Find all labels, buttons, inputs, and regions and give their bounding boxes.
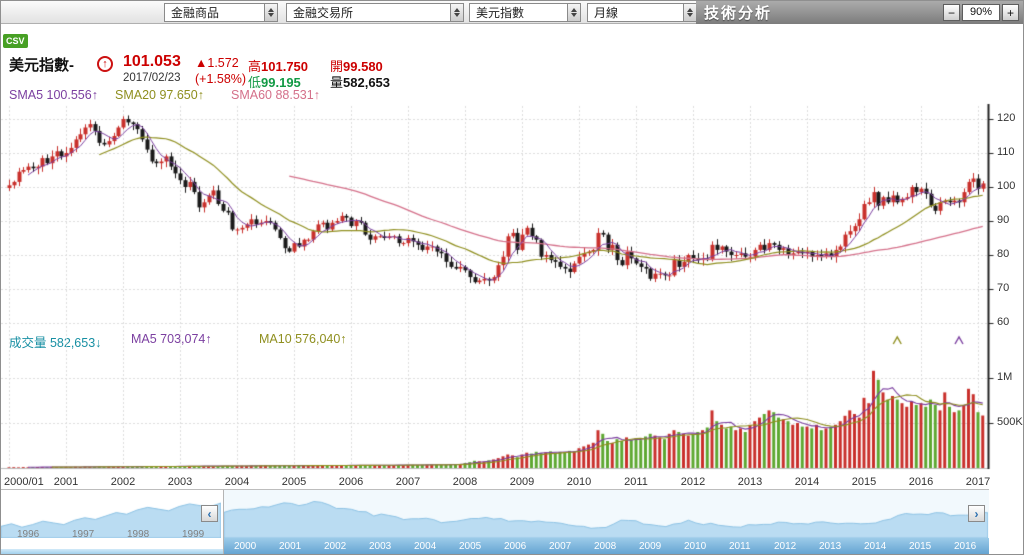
scroll-right-button[interactable]: › [968, 505, 985, 522]
nav-year-label: 2011 [729, 541, 751, 552]
x-axis-label: 2001 [53, 476, 79, 488]
nav-year-label: 2005 [459, 541, 482, 552]
nav-year-label: 1999 [182, 529, 205, 540]
x-axis-label: 2004 [224, 476, 250, 488]
x-axis-label: 2014 [794, 476, 820, 488]
price-axis-tick: 60 [997, 316, 1010, 328]
nav-year-label: 2000 [234, 541, 257, 552]
nav-year-label: 2015 [909, 541, 932, 552]
instrument-name: 美元指數- [9, 57, 74, 74]
zoom-out-button[interactable]: − [942, 4, 960, 21]
spinner-icon[interactable] [683, 4, 696, 21]
low-value: 99.195 [261, 75, 301, 90]
volume-label: 量 [330, 75, 344, 90]
volume-quote: 量582,653 [330, 72, 390, 91]
page-title: 技術分析 [704, 5, 773, 22]
nav-year-label: 2006 [504, 541, 527, 552]
volume-value: 582,653 [343, 75, 391, 90]
select-instrument-label: 美元指數 [476, 6, 525, 20]
select-instrument[interactable]: 美元指數 [469, 3, 581, 22]
nav-year-label: 2004 [414, 541, 437, 552]
quote-date: 2017/02/23 [123, 72, 181, 84]
csv-export-button[interactable]: CSV [3, 34, 28, 48]
price-volume-chart[interactable] [1, 96, 995, 474]
overview-main-area[interactable] [224, 492, 988, 538]
zoom-controls: − 90% + [942, 4, 1019, 21]
x-axis-label: 2010 [566, 476, 592, 488]
overview-chart-early[interactable]: 1996 1997 1998 1999 ‹ [1, 489, 223, 554]
x-axis-label: 2000/01 [4, 476, 44, 488]
nav-year-label: 1998 [127, 529, 150, 540]
x-axis-label: 2002 [110, 476, 136, 488]
price-axis-tick: 100 [997, 180, 1016, 192]
nav-year-label: 2016 [954, 541, 977, 552]
x-axis-label: 2016 [908, 476, 934, 488]
high-label: 高 [248, 59, 262, 74]
x-axis-label: 2011 [624, 476, 648, 488]
open-price: 開99.580 [330, 56, 383, 75]
open-label: 開 [330, 59, 344, 74]
x-axis-label: 2005 [281, 476, 307, 488]
price-axis-tick: 80 [997, 248, 1010, 260]
nav-year-label: 2001 [279, 541, 302, 552]
x-axis-label: 2008 [452, 476, 478, 488]
high-value: 101.750 [261, 59, 309, 74]
spinner-icon[interactable] [264, 4, 277, 21]
price-change-percent: (+1.58%) [195, 72, 247, 86]
price-axis-tick: 110 [997, 146, 1015, 158]
scroll-left-button[interactable]: ‹ [201, 505, 218, 522]
nav-year-label: 2009 [639, 541, 662, 552]
x-axis-label: 2012 [680, 476, 706, 488]
nav-year-label: 2012 [774, 541, 797, 552]
x-axis-label: 2009 [509, 476, 535, 488]
open-value: 99.580 [343, 59, 383, 74]
price-up-icon: ↑ [97, 56, 113, 72]
volume-axis-tick: 1M [997, 371, 1013, 383]
price-axis-tick: 90 [997, 214, 1010, 226]
nav-year-label: 2014 [864, 541, 887, 552]
x-axis-label: 2006 [338, 476, 364, 488]
spinner-icon[interactable] [450, 4, 463, 21]
select-timeframe-label: 月線 [594, 6, 619, 20]
select-financial-product-label: 金融商品 [171, 6, 220, 20]
x-axis-label: 2013 [737, 476, 763, 488]
nav-year-label: 1996 [17, 529, 40, 540]
scrollbar-strip-left[interactable] [1, 549, 223, 554]
nav-year-label: 1997 [72, 529, 95, 540]
select-exchange-label: 金融交易所 [293, 6, 354, 20]
zoom-in-button[interactable]: + [1002, 4, 1019, 21]
toolbar: 金融商品 金融交易所 美元指數 月線 技術分析 − 90% + [1, 1, 1023, 24]
title-bar: 技術分析 − 90% + [696, 1, 1023, 24]
select-financial-product[interactable]: 金融商品 [164, 3, 278, 22]
nav-year-label: 2002 [324, 541, 347, 552]
nav-year-label: 2013 [819, 541, 842, 552]
x-axis-label: 2003 [167, 476, 193, 488]
nav-year-label: 2003 [369, 541, 392, 552]
nav-year-label: 2007 [549, 541, 572, 552]
low-label: 低 [248, 75, 262, 90]
overview-early-area[interactable] [1, 492, 221, 538]
x-axis-label: 2015 [851, 476, 877, 488]
spinner-icon[interactable] [567, 4, 580, 21]
price-change: ▲1.572 [195, 56, 239, 70]
zoom-level: 90% [961, 4, 1000, 21]
overview-chart-main[interactable]: 2000 2001 2002 2003 2004 2005 2006 2007 2008 2009… [223, 489, 989, 554]
x-axis-label: 2017 [965, 476, 991, 488]
select-timeframe[interactable]: 月線 [587, 3, 697, 22]
nav-year-label: 2008 [594, 541, 617, 552]
nav-year-label: 2010 [684, 541, 707, 552]
scrollbar-strip-right[interactable]: 2000 2001 2002 2003 2004 2005 2006 2007 2008 2009… [224, 538, 989, 554]
price-axis-tick: 120 [997, 112, 1016, 124]
high-price: 高101.750 [248, 56, 308, 75]
select-exchange[interactable]: 金融交易所 [286, 3, 464, 22]
volume-axis-tick: 500K [997, 416, 1023, 428]
low-price: 低99.195 [248, 72, 301, 91]
x-axis-label: 2007 [395, 476, 421, 488]
price-axis-tick: 70 [997, 282, 1010, 294]
last-price: 101.053 [123, 53, 181, 70]
